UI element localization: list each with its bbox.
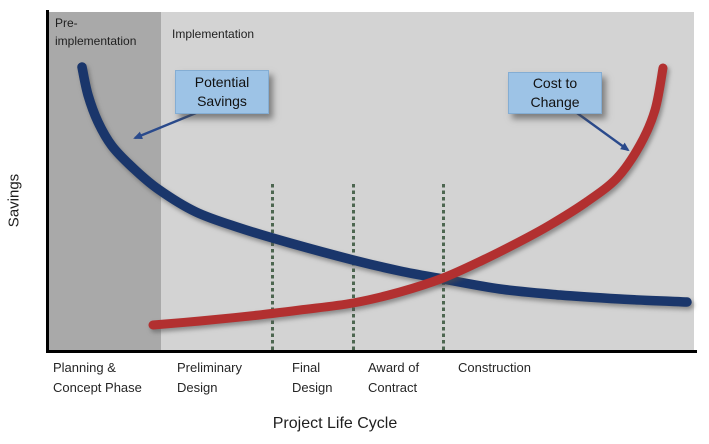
xaxis-label-final-design: Final Design: [292, 360, 333, 395]
x-axis-title: Project Life Cycle: [272, 415, 398, 432]
x-axis-line: [46, 350, 697, 353]
cost-to-change-callout: Cost to Change: [508, 72, 602, 114]
phase-divider: [441, 184, 445, 350]
xaxis-label-construction: Construction: [458, 360, 531, 375]
pre-implementation-region: [49, 12, 161, 350]
phase-divider: [270, 184, 274, 350]
implementation-label: Implementation: [172, 27, 255, 41]
pre-implementation-label: Pre-implementation: [55, 16, 137, 48]
phase-divider: [351, 184, 355, 350]
xaxis-label-award-of-contract: Award of Contract: [368, 360, 420, 395]
y-axis-line: [46, 10, 49, 353]
potential-savings-callout: Potential Savings: [175, 70, 269, 114]
y-axis-title: Savings: [5, 173, 23, 228]
xaxis-label-planning-concept-phase: Planning & Concept Phase: [53, 360, 142, 395]
xaxis-label-preliminary-design: Preliminary Design: [177, 360, 243, 395]
